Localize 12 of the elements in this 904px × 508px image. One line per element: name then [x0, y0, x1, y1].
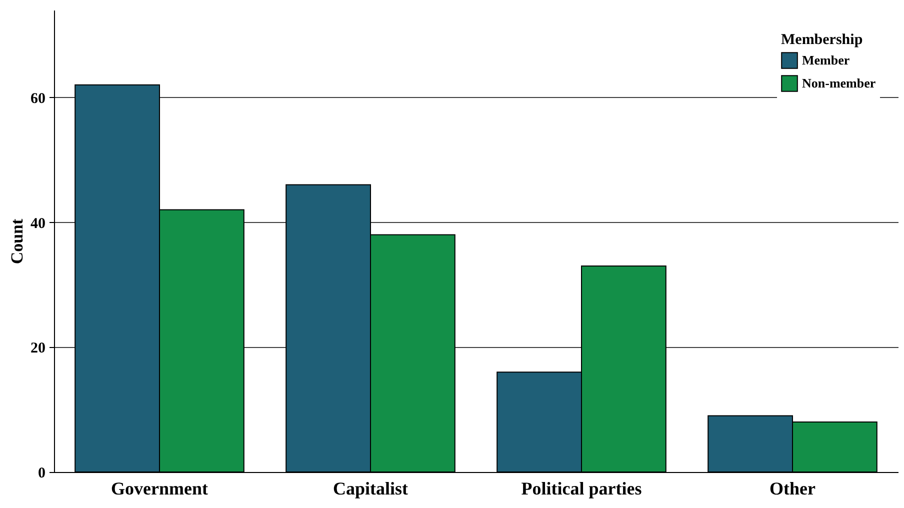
x-tick-label: Political parties: [521, 478, 642, 498]
legend-label: Non-member: [802, 76, 876, 90]
y-tick-label: 40: [30, 216, 46, 232]
x-tick-label: Capitalist: [332, 478, 408, 498]
x-tick-label: Government: [111, 478, 208, 498]
y-axis-title: Count: [8, 218, 26, 264]
x-tick-label: Other: [770, 478, 816, 498]
y-tick-label: 60: [30, 90, 46, 107]
y-tick-label: 20: [30, 340, 46, 357]
y-tick-label: 0: [38, 466, 46, 482]
legend-label: Member: [802, 52, 850, 68]
legend-title: Membership: [781, 32, 863, 48]
